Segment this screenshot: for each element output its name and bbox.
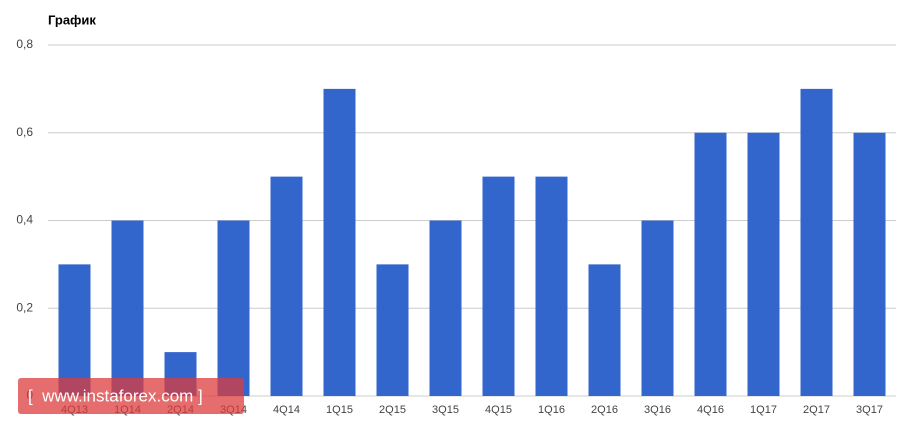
bar: [641, 220, 674, 396]
bar: [747, 132, 780, 396]
y-tick-label: 0,4: [16, 213, 33, 227]
x-tick-label: 1Q15: [326, 404, 353, 416]
bar: [323, 88, 356, 396]
y-tick-label: 0,8: [16, 37, 33, 51]
x-tick-label: 4Q15: [485, 404, 512, 416]
bar: [535, 176, 568, 396]
bar: [270, 176, 303, 396]
x-tick-label: 4Q16: [697, 404, 724, 416]
bar: [217, 220, 250, 396]
x-tick-label: 2Q15: [379, 404, 406, 416]
x-tick-label: 1Q17: [750, 404, 777, 416]
x-tick-label: 4Q14: [273, 404, 300, 416]
x-tick-label: 2Q16: [591, 404, 618, 416]
y-tick-label: 0,6: [16, 125, 33, 139]
bar: [482, 176, 515, 396]
x-tick-label: 3Q17: [856, 404, 883, 416]
bar: [588, 264, 621, 396]
bar: [376, 264, 409, 396]
bar: [111, 220, 144, 396]
bar: [58, 264, 91, 396]
chart-title: График: [48, 12, 96, 27]
bar: [853, 132, 886, 396]
watermark-box: [18, 378, 244, 414]
bar: [800, 88, 833, 396]
x-tick-label: 1Q16: [538, 404, 565, 416]
y-tick-label: 0,2: [16, 300, 33, 314]
x-tick-label: 3Q15: [432, 404, 459, 416]
bar: [694, 132, 727, 396]
x-tick-label: 3Q16: [644, 404, 671, 416]
bar: [429, 220, 462, 396]
x-tick-label: 2Q17: [803, 404, 830, 416]
watermark: [ www.instaforex.com ]: [28, 386, 203, 405]
